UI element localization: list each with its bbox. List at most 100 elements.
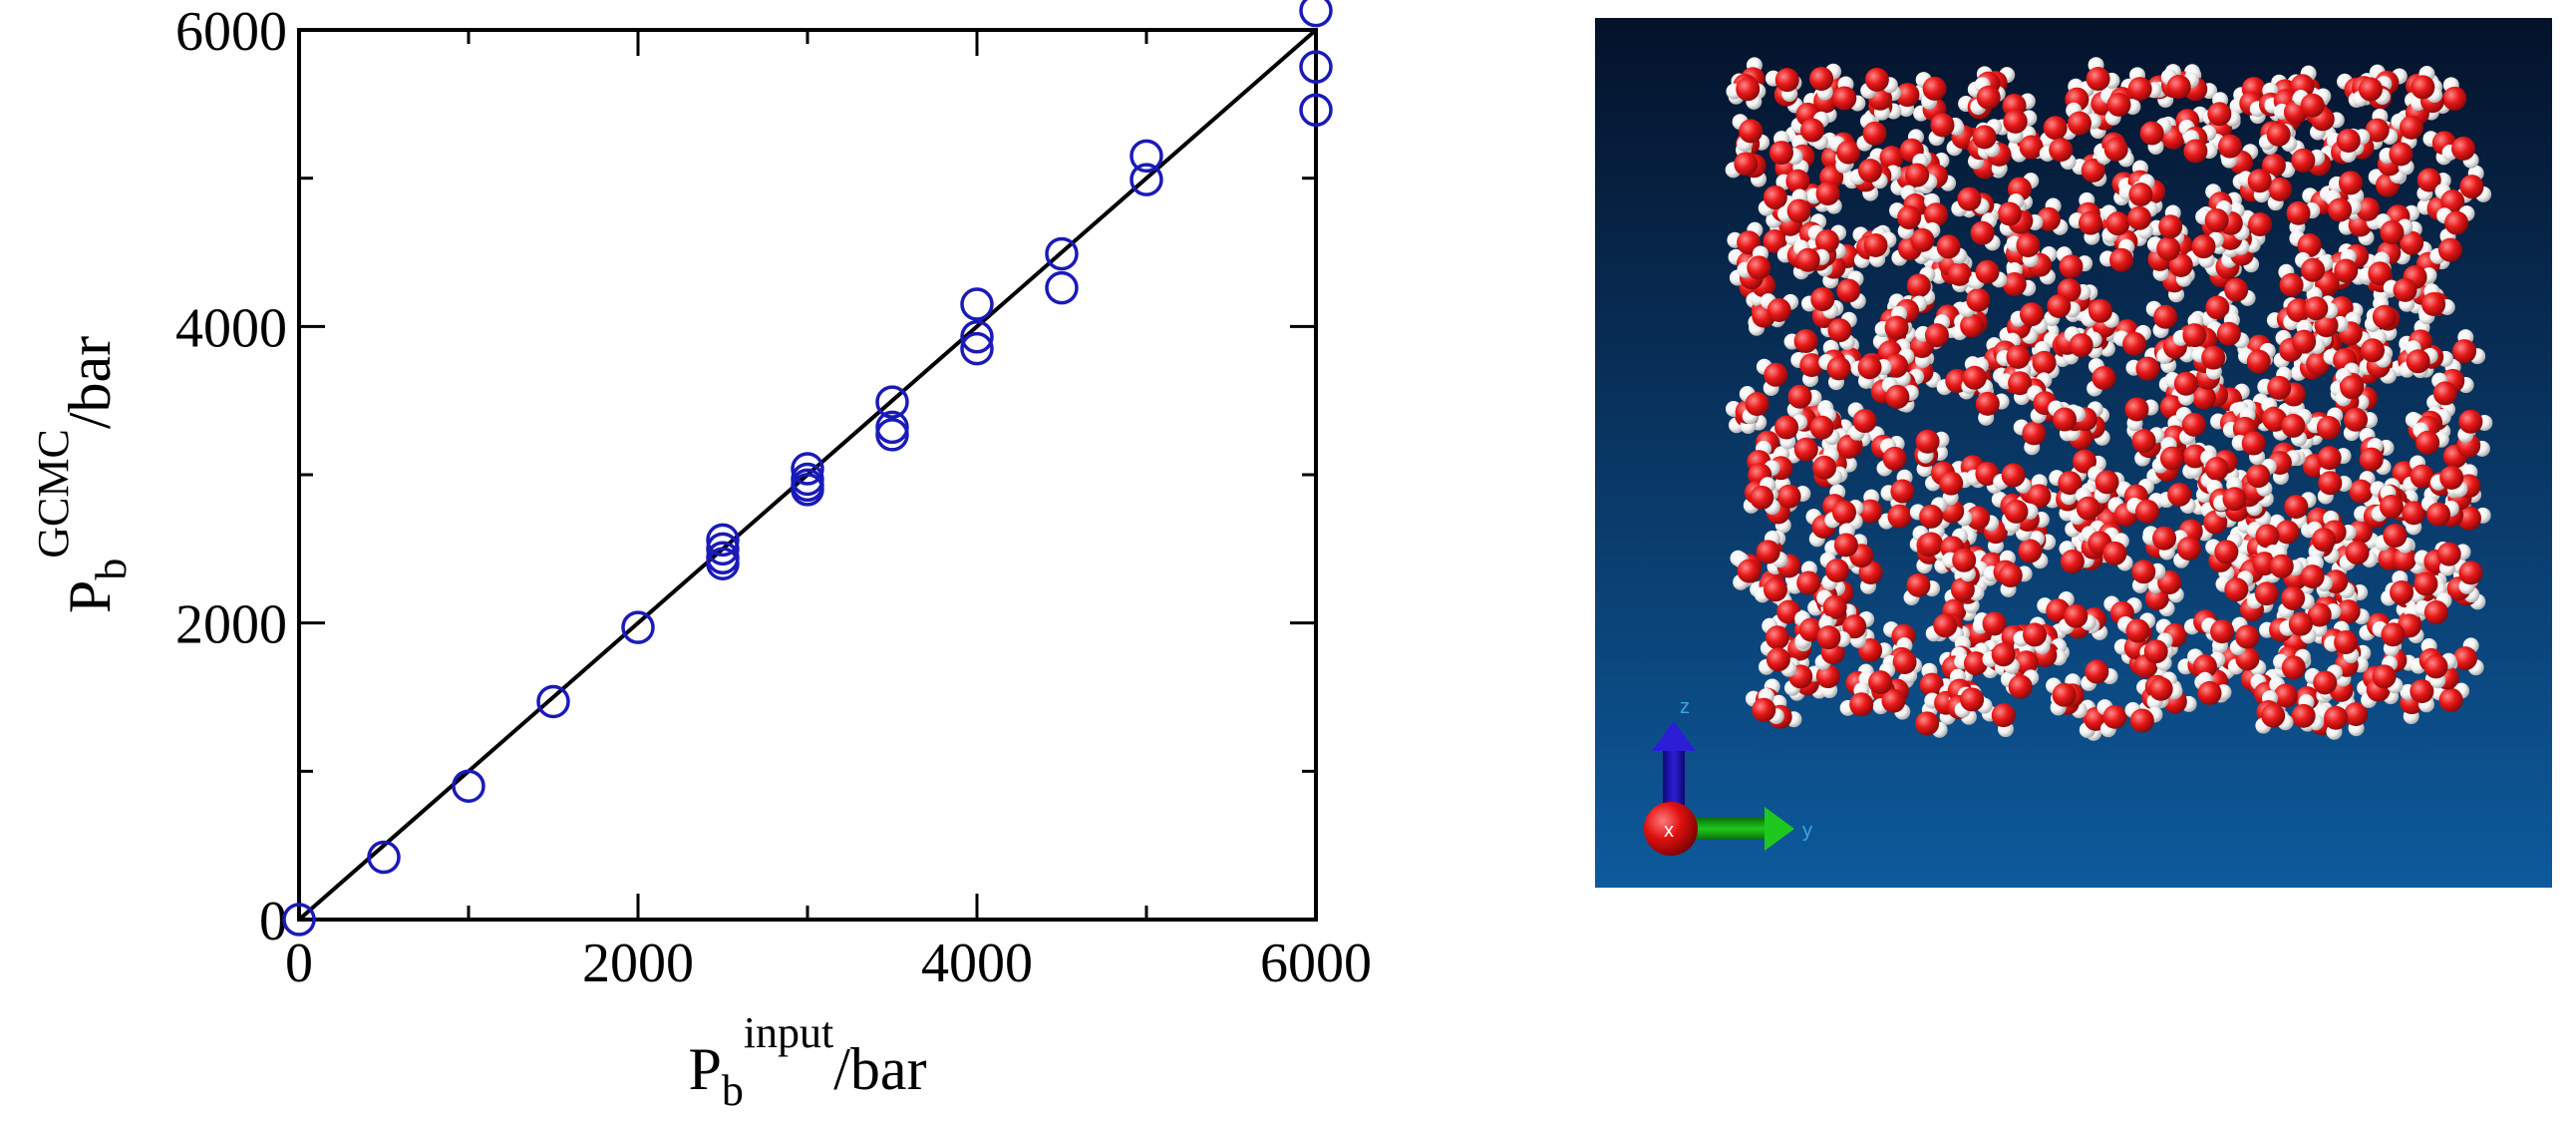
data-point (791, 473, 824, 507)
oxygen-atom (2052, 682, 2077, 707)
oxygen-atom (1774, 415, 1799, 440)
oxygen-atom (1833, 533, 1858, 558)
oxygen-atom (1752, 697, 1776, 722)
oxygen-atom (1824, 559, 1849, 583)
oxygen-atom (2176, 537, 2201, 562)
oxygen-atom (2102, 541, 2127, 565)
oxygen-atom (1786, 198, 1811, 223)
oxygen-atom (2076, 496, 2100, 521)
oxygen-atom (2452, 646, 2477, 671)
oxygen-atom (1763, 577, 1787, 602)
oxygen-atom (1785, 169, 1810, 193)
y-tick-label: 0 (259, 891, 287, 952)
oxygen-atom (2304, 296, 2329, 321)
oxygen-atom (1885, 384, 1910, 409)
oxygen-atom (1970, 220, 1995, 245)
oxygen-atom (2458, 409, 2483, 434)
oxygen-atom (1924, 323, 1949, 348)
oxygen-atom (1997, 201, 2022, 226)
oxygen-atom (2131, 560, 2156, 584)
oxygen-atom (2094, 470, 2119, 495)
oxygen-atom (2286, 298, 2311, 323)
oxygen-atom (2036, 206, 2061, 231)
oxygen-atom (1793, 329, 1818, 354)
oxygen-atom (1975, 259, 2000, 284)
oxygen-atom (1905, 163, 1930, 188)
oxygen-atom (2204, 207, 2229, 232)
oxygen-atom (2224, 577, 2249, 602)
y-axis-title-sup: GCMC (29, 429, 78, 559)
y-tick-label: 4000 (175, 297, 287, 359)
oxygen-atom (2014, 650, 2039, 675)
oxygen-atom (2129, 708, 2154, 733)
x-tick-label: 2000 (582, 933, 694, 994)
oxygen-atom (2008, 674, 2033, 699)
oxygen-atom (2168, 252, 2193, 277)
oxygen-atom (2125, 618, 2150, 643)
data-point (875, 418, 909, 452)
oxygen-atom (2390, 579, 2415, 604)
oxygen-atom (1737, 559, 1762, 583)
oxygen-atom (2002, 271, 2027, 296)
oxygen-atom (2106, 92, 2131, 117)
oxygen-atom (2124, 397, 2149, 422)
oxygen-atom (1868, 670, 1893, 695)
oxygen-atom (2006, 344, 2031, 369)
oxygen-atom (2016, 233, 2041, 258)
data-point (1299, 50, 1333, 84)
oxygen-atom (1957, 187, 1982, 211)
oxygen-atom (2372, 304, 2397, 329)
oxygen-atom (1857, 159, 1882, 184)
oxygen-atom (2268, 177, 2293, 201)
oxygen-atom (2105, 211, 2130, 236)
data-point (791, 452, 824, 486)
oxygen-atom (2128, 183, 2153, 207)
oxygen-atom (2255, 524, 2280, 549)
oxygen-atom (2444, 210, 2469, 235)
oxygen-atom (2437, 237, 2462, 262)
data-point (706, 547, 740, 580)
oxygen-atom (2103, 137, 2128, 162)
oxygen-atom (2267, 375, 2292, 400)
oxygen-atom (1998, 563, 2023, 588)
oxygen-atom (2241, 431, 2266, 456)
oxygen-atom (2410, 679, 2434, 704)
oxygen-atom (2416, 168, 2441, 192)
data-point (1045, 270, 1079, 305)
oxygen-atom (2032, 350, 2057, 375)
oxygen-atom (2402, 501, 2426, 526)
oxygen-atom (2018, 539, 2043, 563)
oxygen-atom (2361, 338, 2386, 363)
oxygen-atom (1950, 577, 1975, 602)
oxygen-atom (1776, 599, 1801, 624)
oxygen-atom (2127, 205, 2152, 230)
oxygen-atom (2088, 298, 2112, 323)
oxygen-atom (2316, 415, 2341, 440)
oxygen-atom (1890, 479, 1915, 504)
molecular-render-panel: z y x (1595, 18, 2552, 888)
oxygen-atom (1862, 121, 1887, 146)
oxygen-atom (2182, 444, 2207, 469)
oxygen-atom (1884, 315, 1909, 340)
oxygen-atom (2183, 139, 2208, 164)
oxygen-atom (2197, 680, 2222, 705)
oxygen-atom (2247, 169, 2272, 193)
oxygen-atom (2458, 561, 2483, 585)
oxygen-atom (1827, 318, 1852, 343)
oxygen-atom (2027, 484, 2052, 509)
oxygen-atom (2067, 111, 2092, 136)
y-axis-title-sub: b (87, 559, 136, 580)
oxygen-atom (2349, 479, 2374, 504)
data-point (1129, 139, 1163, 174)
oxygen-atom (1966, 287, 1991, 312)
oxygen-atom (2192, 654, 2217, 679)
oxygen-atom (2340, 375, 2365, 400)
oxygen-atom (1769, 141, 1793, 166)
oxygen-atom (2421, 291, 2446, 316)
oxygen-atom (2263, 407, 2288, 432)
oxygen-atom (2356, 196, 2381, 221)
oxygen-atom (2148, 676, 2173, 701)
oxygen-atom (1884, 353, 1909, 378)
oxygen-atom (2060, 550, 2085, 574)
oxygen-atom (1765, 625, 1789, 650)
